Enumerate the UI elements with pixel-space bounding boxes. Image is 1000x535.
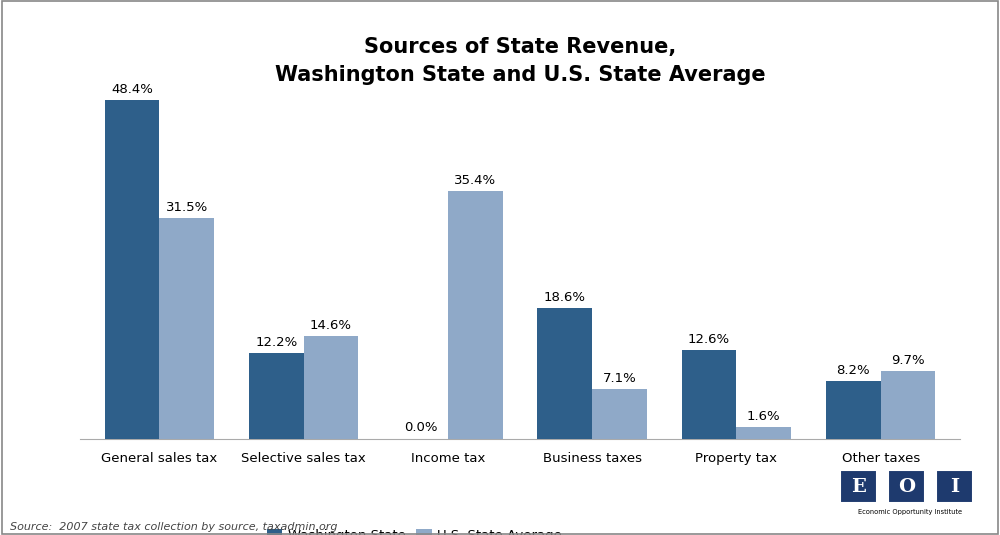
Text: 1.6%: 1.6% [747,410,781,423]
Text: Source:  2007 state tax collection by source, taxadmin.org: Source: 2007 state tax collection by sou… [10,522,338,532]
Text: 12.2%: 12.2% [255,336,297,349]
Text: 9.7%: 9.7% [891,354,925,366]
Bar [592,389,647,439]
Text: Economic Opportunity Institute: Economic Opportunity Institute [858,509,962,515]
Bar [736,427,791,439]
Text: 18.6%: 18.6% [544,291,586,304]
Bar [448,191,503,439]
Text: 12.6%: 12.6% [688,333,730,346]
Text: 8.2%: 8.2% [836,364,870,377]
Bar [682,350,736,439]
Text: Sources of State Revenue,
Washington State and U.S. State Average: Sources of State Revenue, Washington Sta… [275,37,765,86]
Bar [537,309,592,439]
FancyBboxPatch shape [840,470,877,503]
Text: 0.0%: 0.0% [404,422,437,434]
Bar [159,218,214,439]
Text: 14.6%: 14.6% [310,319,352,332]
FancyBboxPatch shape [888,470,925,503]
Bar [105,100,159,439]
Text: O: O [898,478,915,495]
Bar [249,353,304,439]
Text: 7.1%: 7.1% [603,372,636,385]
Text: 48.4%: 48.4% [111,82,153,96]
Bar [304,337,358,439]
Text: I: I [950,478,959,495]
Text: 35.4%: 35.4% [454,173,496,187]
Bar [826,381,881,439]
Legend: Washington State, U.S. State Average: Washington State, U.S. State Average [261,524,567,535]
FancyBboxPatch shape [936,470,973,503]
Text: E: E [851,478,866,495]
Bar [881,371,935,439]
Text: 31.5%: 31.5% [166,201,208,214]
